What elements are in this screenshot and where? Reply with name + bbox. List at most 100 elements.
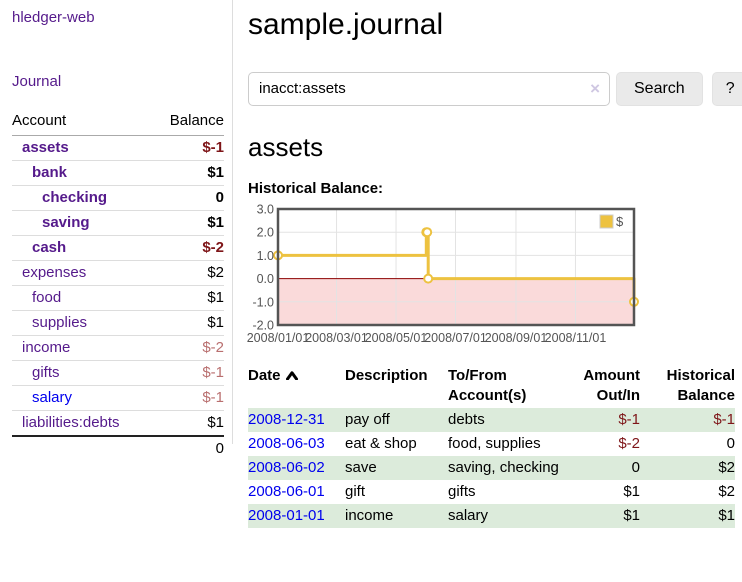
sidebar-account-link[interactable]: cash <box>32 239 67 256</box>
account-row: supplies $1 <box>12 310 224 336</box>
data-point-marker <box>423 273 434 284</box>
transactions-table-header: Date Description To/From Account(s) Amount … <box>248 364 735 408</box>
account-balance: $2 <box>152 260 224 286</box>
x-axis-tick-label: 2008/01/01 <box>247 331 310 345</box>
transaction-amount: 0 <box>631 459 640 477</box>
account-balance: 0 <box>152 185 224 211</box>
account-balance: $1 <box>152 160 224 186</box>
account-row: assets $-1 <box>12 136 224 161</box>
sidebar: hledger-web Journal Account Balance asse… <box>0 0 233 461</box>
account-balance: $1 <box>152 410 224 436</box>
account-row: checking 0 <box>12 185 224 211</box>
transaction-row: 2008-06-03 eat & shop food, supplies $-2 0 <box>248 432 735 456</box>
transaction-description: save <box>345 459 377 477</box>
accounts-total-row: 0 <box>12 435 224 461</box>
chart-title: Historical Balance: <box>248 180 384 198</box>
plot-border <box>276 207 636 327</box>
txn-column-header-historical-balance: Historical Balance <box>640 364 735 408</box>
account-row: cash $-2 <box>12 235 224 261</box>
search-button[interactable]: Search <box>616 71 703 106</box>
sidebar-account-link[interactable]: saving <box>42 214 90 231</box>
transaction-description: pay off <box>345 411 390 429</box>
x-axis-tick-label: 2008/05/01 <box>365 331 428 345</box>
account-row: liabilities:debts $1 <box>12 410 224 436</box>
transaction-date-link[interactable]: 2008-06-03 <box>248 435 325 453</box>
account-balance: $-1 <box>152 360 224 386</box>
transaction-balance: $1 <box>718 507 735 525</box>
account-row: saving $1 <box>12 210 224 236</box>
transaction-description: eat & shop <box>345 435 417 453</box>
main-content: sample.journal × Search ? assets Histori… <box>233 0 742 529</box>
account-balance: $-1 <box>202 139 224 156</box>
account-balance: $-1 <box>152 385 224 411</box>
account-balance: $-2 <box>152 235 224 261</box>
transaction-amount: $1 <box>623 507 640 525</box>
account-balance: $-2 <box>152 335 224 361</box>
accounts-column-header: Account <box>12 109 153 136</box>
account-row: gifts $-1 <box>12 360 224 386</box>
search-bar: × Search ? <box>248 71 742 106</box>
page-title: sample.journal <box>248 8 444 41</box>
account-balance: $1 <box>152 310 224 336</box>
account-heading: assets <box>248 131 324 162</box>
search-input-wrap: × <box>248 71 610 106</box>
help-button[interactable]: ? <box>711 71 742 106</box>
transaction-accounts: food, supplies <box>448 435 541 453</box>
txn-column-label: Date <box>248 367 281 385</box>
account-balance: $1 <box>152 285 224 311</box>
sidebar-nav: Journal <box>12 73 224 90</box>
sidebar-account-link[interactable]: food <box>32 289 62 306</box>
transaction-balance: $2 <box>718 483 735 501</box>
transaction-row: 2008-06-01 gift gifts $1 $2 <box>248 480 735 504</box>
transaction-accounts: gifts <box>448 483 476 501</box>
x-axis-tick-label: 2008/11/01 <box>545 331 607 345</box>
sidebar-account-link[interactable]: gifts <box>32 364 60 381</box>
transaction-row: 2008-01-01 income salary $1 $1 <box>248 504 735 529</box>
transaction-date-link[interactable]: 2008-01-01 <box>248 507 325 525</box>
accounts-total-spacer <box>12 435 153 461</box>
search-input[interactable] <box>248 71 610 106</box>
account-balance: $1 <box>152 210 224 236</box>
x-axis-tick-label: 2008/07/01 <box>424 331 487 345</box>
transaction-balance: $2 <box>718 459 735 477</box>
sort-ascending-icon <box>285 371 298 381</box>
transaction-description: gift <box>345 483 366 501</box>
transaction-amount: $-2 <box>618 435 640 453</box>
account-row: expenses $2 <box>12 260 224 286</box>
app-title-link[interactable]: hledger-web <box>12 9 95 26</box>
sidebar-account-link[interactable]: liabilities:debts <box>22 414 120 431</box>
sidebar-account-link[interactable]: supplies <box>32 314 88 331</box>
txn-column-header-date[interactable]: Date <box>248 364 345 408</box>
y-axis-tick-label: -2.0 <box>252 319 274 333</box>
x-axis-tick-label: 2008/03/01 <box>305 331 368 345</box>
account-row: food $1 <box>12 285 224 311</box>
sidebar-account-link[interactable]: expenses <box>22 264 87 281</box>
data-point-marker <box>422 227 433 238</box>
hledger-web-app: hledger-web Journal Account Balance asse… <box>0 0 742 529</box>
y-axis-tick-label: 1.0 <box>257 249 274 263</box>
sidebar-account-link[interactable]: checking <box>42 189 108 206</box>
transaction-balance: 0 <box>726 435 735 453</box>
transaction-date-link[interactable]: 2008-06-01 <box>248 483 325 501</box>
transaction-row: 2008-06-02 save saving, checking 0 $2 <box>248 456 735 481</box>
sidebar-account-link[interactable]: salary <box>32 389 73 406</box>
sidebar-account-link[interactable]: assets <box>22 139 69 156</box>
txn-column-header-to-from-account-s: To/From Account(s) <box>448 364 560 408</box>
txn-column-label: Amount Out/In <box>583 367 640 405</box>
accounts-table: Account Balance assets $-1 bank $1 checking 0… <box>12 109 224 461</box>
transaction-date-link[interactable]: 2008-06-02 <box>248 459 325 477</box>
transaction-balance: $-1 <box>713 411 735 429</box>
historical-balance-chart: $3.0 2.0 1.0 0.0 -1.0 -2.02008/01/012008/03/0… <box>247 203 639 345</box>
txn-column-header-amount-out-in: Amount Out/In <box>560 364 640 408</box>
journal-link[interactable]: Journal <box>12 73 62 90</box>
transaction-date-link[interactable]: 2008-12-31 <box>248 411 325 429</box>
sidebar-account-link[interactable]: income <box>22 339 71 356</box>
y-axis-tick-label: 2.0 <box>257 226 274 240</box>
legend-swatch <box>599 214 614 229</box>
accounts-total-value: 0 <box>152 435 224 461</box>
transactions-table: Date Description To/From Account(s) Amount … <box>248 364 735 529</box>
clear-search-icon[interactable]: × <box>590 78 600 98</box>
txn-column-label: To/From Account(s) <box>448 367 527 405</box>
transaction-amount: $-1 <box>618 411 640 429</box>
sidebar-account-link[interactable]: bank <box>32 164 68 181</box>
